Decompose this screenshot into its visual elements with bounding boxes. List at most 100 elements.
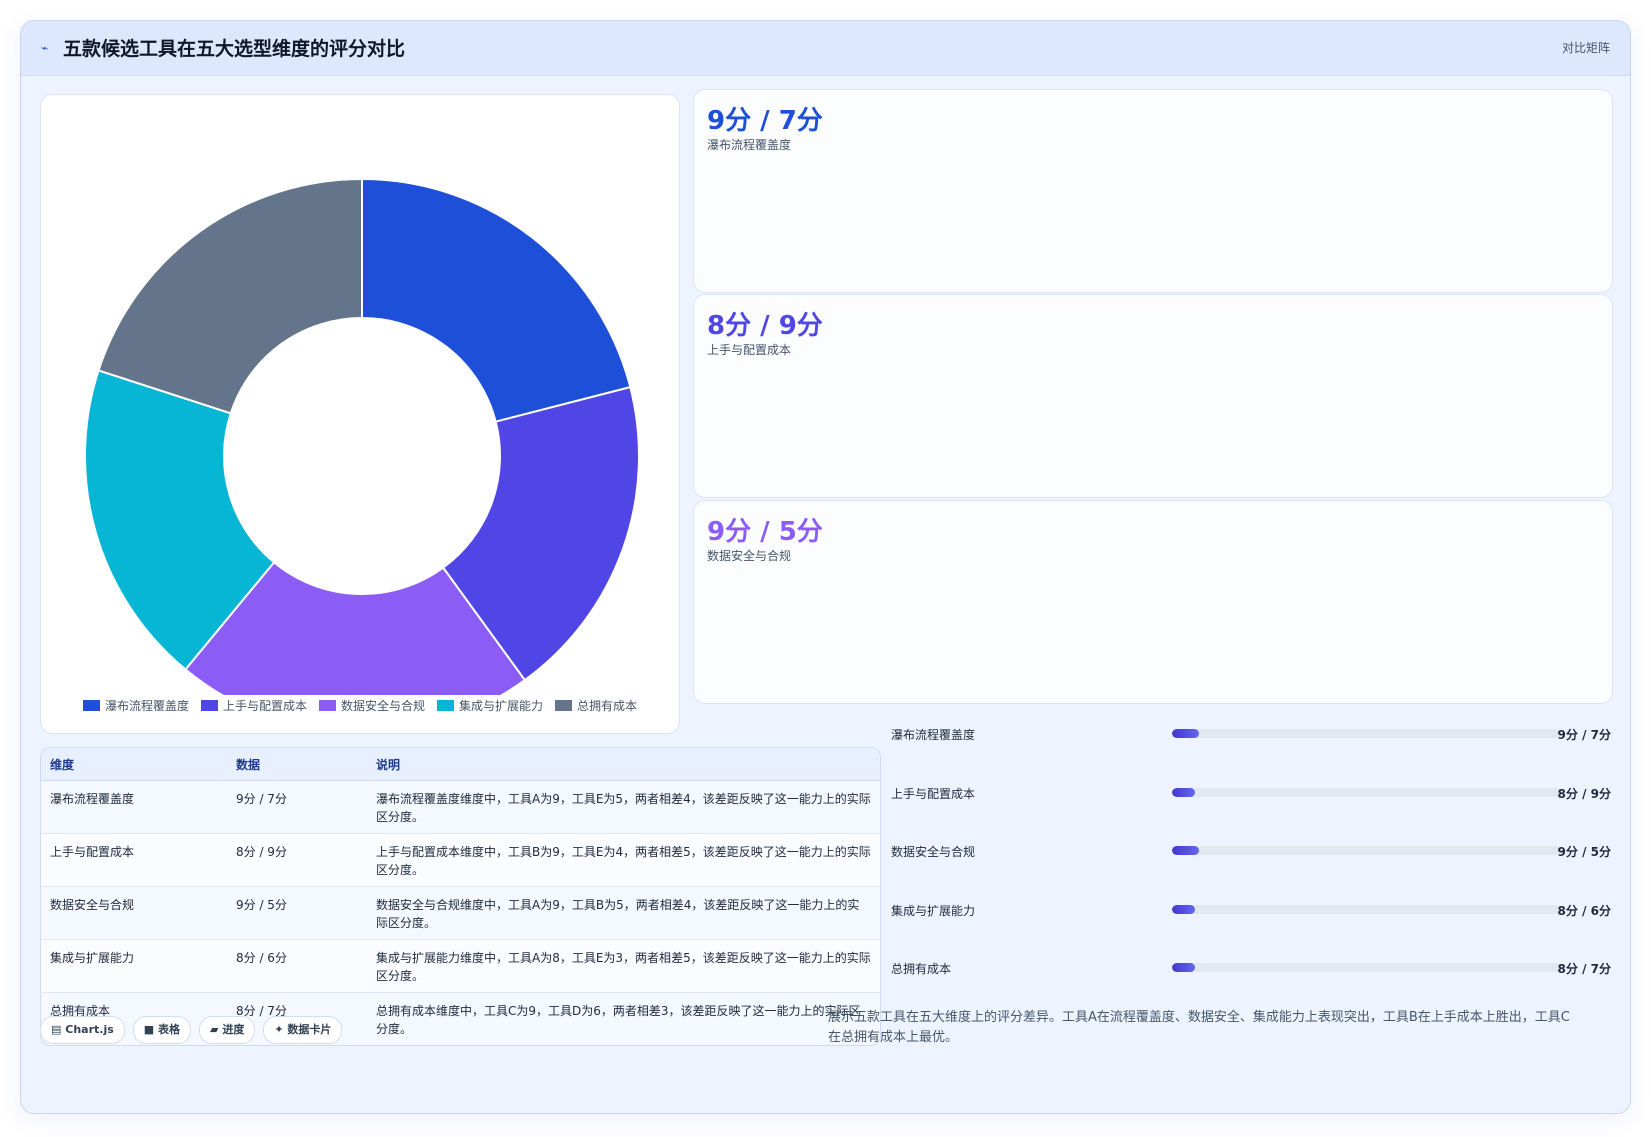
table-cell: 9分 / 7分 — [227, 780, 367, 834]
table-cell: 瀑布流程覆盖度 — [41, 780, 227, 834]
chip-group: ▤ Chart.js ■ 表格 ▰ 进度 ✦ 数据卡片 — [40, 1016, 343, 1044]
progress-fill — [1172, 846, 1200, 855]
table-icon: ■ — [143, 1023, 155, 1036]
progress-track — [1172, 963, 1561, 972]
progress-row: 集成与扩展能力 8分 / 6分 — [891, 900, 1611, 920]
table-row: 上手与配置成本 8分 / 9分 上手与配置成本维度中，工具B为9，工具E为4，两… — [41, 833, 880, 887]
progress-track — [1172, 905, 1561, 914]
progress-fill — [1172, 963, 1196, 972]
data-card-chip[interactable]: ✦ 数据卡片 — [263, 1016, 343, 1044]
table-cell: 上手与配置成本维度中，工具B为9，工具E为4，两者相差5，该差距反映了这一能力上… — [367, 833, 880, 887]
legend-item[interactable]: 集成与扩展能力 — [437, 695, 543, 715]
table-row: 数据安全与合规 9分 / 5分 数据安全与合规维度中，工具A为9，工具B为5，两… — [41, 886, 880, 940]
panel-title: 五款候选工具在五大选型维度的评分对比 — [63, 38, 406, 60]
chip-label: 数据卡片 — [287, 1023, 332, 1036]
progress-row: 上手与配置成本 8分 / 9分 — [891, 783, 1611, 803]
legend-item[interactable]: 总拥有成本 — [555, 695, 637, 715]
progress-label: 瀑布流程覆盖度 — [891, 728, 976, 742]
donut-slice[interactable] — [97, 177, 363, 415]
stat-card-label: 数据安全与合规 — [707, 549, 792, 563]
table-cell: 8分 / 9分 — [227, 833, 367, 887]
donut-slice[interactable] — [441, 385, 640, 682]
table-cell: 8分 / 7分 — [236, 1004, 287, 1018]
table-chip[interactable]: ■ 表格 — [132, 1016, 192, 1044]
progress-label: 集成与扩展能力 — [891, 904, 976, 918]
donut-slice[interactable] — [84, 369, 276, 671]
legend-label: 总拥有成本 — [577, 698, 638, 713]
progress-track — [1172, 846, 1561, 855]
progress-label: 上手与配置成本 — [891, 787, 976, 801]
data-table-panel: 维度 数据 说明 瀑布流程覆盖度 9分 / 7分 瀑布流程覆盖度维度中，工具A为… — [40, 747, 881, 1046]
legend-label: 数据安全与合规 — [340, 698, 425, 713]
table-cell: 集成与扩展能力维度中，工具A为8，工具E为3，两者相差5，该差距反映了这一能力上… — [367, 939, 880, 993]
stat-card: 8分 / 9分 上手与配置成本 — [693, 294, 1613, 498]
stat-card: 9分 / 5分 数据安全与合规 — [693, 500, 1613, 704]
chart-icon: ▤ — [51, 1023, 62, 1036]
stat-card-label: 瀑布流程覆盖度 — [707, 138, 792, 152]
progress-track — [1172, 729, 1561, 738]
donut-chart — [84, 177, 640, 695]
progress-fill — [1172, 905, 1196, 914]
progress-row: 数据安全与合规 9分 / 5分 — [891, 841, 1611, 861]
progress-label: 数据安全与合规 — [891, 845, 976, 859]
table-cell: 数据安全与合规维度中，工具A为9，工具B为5，两者相差4，该差距反映了这一能力上… — [367, 886, 880, 940]
table-header-cell: 数据 — [227, 748, 367, 781]
table-header-cell: 说明 — [367, 748, 880, 781]
progress-fill — [1172, 729, 1200, 738]
chart-line-icon: ⌁ — [41, 41, 49, 55]
legend-item[interactable]: 数据安全与合规 — [318, 695, 425, 715]
legend-item[interactable]: 瀑布流程覆盖度 — [82, 695, 189, 715]
chart-legend: 瀑布流程覆盖度 上手与配置成本 数据安全与合规 集成与扩展能力 总拥有成本 — [41, 695, 679, 715]
panel-tag: 对比矩阵 — [1561, 41, 1610, 55]
legend-swatch — [200, 699, 218, 711]
table-cell: 总拥有成本 — [50, 1004, 111, 1018]
stat-card: 9分 / 7分 瀑布流程覆盖度 — [693, 89, 1613, 293]
table-cell: 总拥有成本维度中，工具C为9，工具D为6，两者相差3，该差距反映了这一能力上的实… — [376, 1004, 861, 1036]
summary-text: 展示五款工具在五大维度上的评分差异。工具A在流程覆盖度、数据安全、集成能力上表现… — [828, 1010, 1570, 1045]
table-cell: 上手与配置成本 — [41, 833, 227, 887]
stat-card-value: 9分 / 5分 — [707, 517, 823, 547]
chip-label: 表格 — [158, 1023, 181, 1036]
stat-card-value: 9分 / 7分 — [707, 106, 823, 136]
progress-icon: ▰ — [210, 1023, 219, 1036]
table-row: 集成与扩展能力 8分 / 6分 集成与扩展能力维度中，工具A为8，工具E为3，两… — [41, 939, 880, 993]
progress-label: 总拥有成本 — [891, 962, 952, 976]
comparison-panel: ⌁ 五款候选工具在五大选型维度的评分对比 对比矩阵 瀑布流程覆盖度 上手与配置成本… — [20, 20, 1631, 1114]
progress-value: 8分 / 7分 — [1557, 962, 1611, 976]
card-icon: ✦ — [274, 1023, 284, 1036]
chip-label: 进度 — [222, 1023, 245, 1036]
progress-track — [1172, 788, 1561, 797]
legend-label: 瀑布流程覆盖度 — [104, 698, 189, 713]
progress-value: 8分 / 9分 — [1557, 787, 1611, 801]
progress-value: 8分 / 6分 — [1557, 904, 1611, 918]
legend-label: 上手与配置成本 — [222, 698, 307, 713]
chip-label: Chart.js — [65, 1023, 114, 1036]
table-cell: 9分 / 5分 — [227, 886, 367, 940]
donut-chart-panel: 瀑布流程覆盖度 上手与配置成本 数据安全与合规 集成与扩展能力 总拥有成本 — [40, 94, 680, 734]
table-row: 总拥有成本 8分 / 7分 总拥有成本维度中，工具C为9，工具D为6，两者相差3… — [41, 993, 880, 1046]
progress-row: 总拥有成本 8分 / 7分 — [891, 958, 1611, 978]
table-header-row: 维度 数据 说明 — [41, 748, 880, 781]
table-cell: 数据安全与合规 — [41, 886, 227, 940]
stat-card-value: 8分 / 9分 — [707, 311, 823, 341]
table-cell: 8分 / 6分 — [227, 939, 367, 993]
legend-swatch — [555, 699, 573, 711]
table-cell: 集成与扩展能力 — [41, 939, 227, 993]
legend-item[interactable]: 上手与配置成本 — [200, 695, 307, 715]
legend-swatch — [82, 699, 100, 711]
progress-value: 9分 / 7分 — [1557, 728, 1611, 742]
table-row: 瀑布流程覆盖度 9分 / 7分 瀑布流程覆盖度维度中，工具A为9，工具E为5，两… — [41, 780, 880, 834]
donut-slice[interactable] — [361, 177, 632, 423]
progress-value: 9分 / 5分 — [1557, 845, 1611, 859]
donut-slice[interactable] — [184, 560, 527, 695]
panel-header: ⌁ 五款候选工具在五大选型维度的评分对比 对比矩阵 — [21, 21, 1630, 76]
progress-row: 瀑布流程覆盖度 9分 / 7分 — [891, 724, 1611, 744]
chartjs-chip[interactable]: ▤ Chart.js — [40, 1016, 125, 1044]
legend-swatch — [437, 699, 454, 711]
table-cell: 瀑布流程覆盖度维度中，工具A为9，工具E为5，两者相差4，该差距反映了这一能力上… — [367, 780, 880, 834]
legend-swatch — [318, 699, 336, 711]
progress-chip[interactable]: ▰ 进度 — [199, 1016, 256, 1044]
table-header-cell: 维度 — [41, 748, 227, 781]
stat-card-label: 上手与配置成本 — [707, 343, 792, 357]
data-table: 维度 数据 说明 瀑布流程覆盖度 9分 / 7分 瀑布流程覆盖度维度中，工具A为… — [41, 748, 880, 1045]
